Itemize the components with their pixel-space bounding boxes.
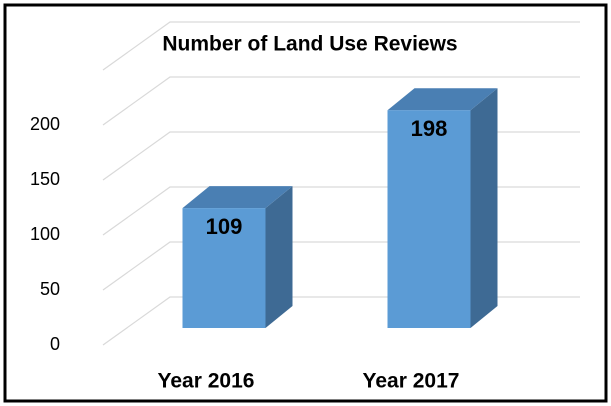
x-tick-label: Year 2017: [363, 370, 460, 393]
y-tick-label: 150: [30, 169, 60, 189]
bar: [182, 186, 293, 328]
x-tick-label: Year 2016: [158, 370, 255, 393]
bar: [387, 88, 498, 328]
y-tick-label: 100: [30, 224, 60, 244]
y-tick-label: 200: [30, 114, 60, 134]
bar-front: [182, 208, 266, 328]
y-tick-label: 0: [50, 334, 60, 354]
grid-line: [102, 76, 580, 126]
data-label: 198: [411, 116, 448, 141]
bar-front: [387, 110, 471, 328]
chart-frame: [3, 3, 608, 403]
bar-side: [265, 186, 293, 328]
data-label: 109: [206, 214, 243, 239]
bar-top: [387, 88, 498, 111]
wall-edge: [102, 21, 580, 71]
chart-title: Number of Land Use Reviews: [162, 33, 457, 56]
bar-top: [182, 186, 293, 209]
y-tick-label: 50: [40, 279, 60, 299]
bar-side: [470, 88, 498, 328]
